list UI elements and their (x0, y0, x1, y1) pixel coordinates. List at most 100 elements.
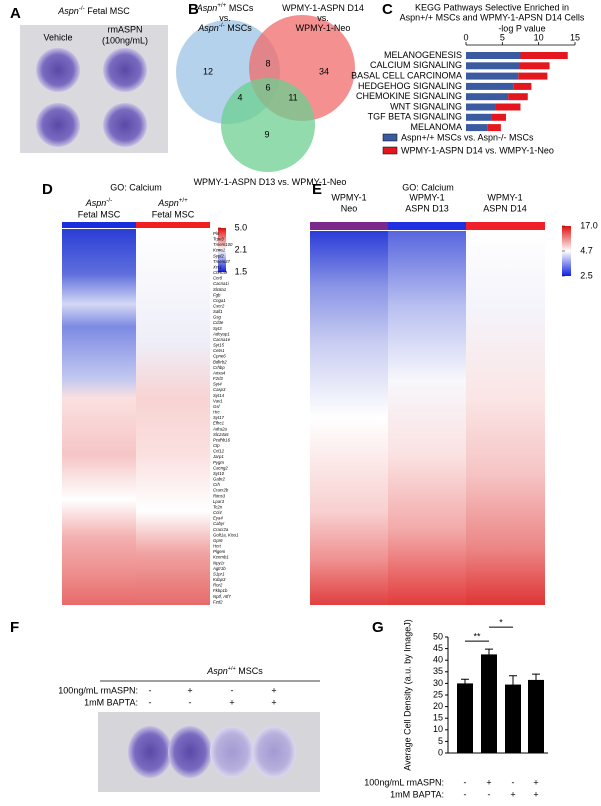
category-label: TGF BETA SIGNALING (368, 112, 462, 122)
column-header: Neo (341, 203, 358, 213)
gene-label: Lpar3 (213, 499, 225, 504)
category-label: CALCIUM SIGNALING (370, 60, 462, 70)
venn-set-label: WPMY-1-ASPN D13 vs. WPMY-1-Neo (194, 177, 347, 187)
text-part: Aspn (85, 198, 107, 208)
x-tick-label: 10 (534, 32, 544, 42)
bar (466, 62, 520, 70)
venn-set-label: vs. (317, 13, 329, 23)
heatmap-cells (310, 231, 388, 605)
text-part: Aspn (196, 3, 218, 13)
y-tick-label: 30 (433, 678, 443, 688)
condition-sign: - (464, 789, 467, 799)
bar (466, 52, 521, 59)
well (252, 726, 296, 778)
category-label: HEDGEHOG SIGNALING (358, 81, 462, 91)
bar (508, 93, 528, 101)
gene-label: Pln (213, 231, 220, 236)
error-bar (532, 673, 540, 687)
bar (505, 684, 521, 753)
bar (466, 82, 514, 90)
venn-set-label: vs. (219, 13, 231, 23)
venn-set-label: WPMY-1-Neo (296, 23, 351, 33)
column-header: ASPN D14 (483, 203, 527, 213)
error-bar (485, 648, 493, 661)
text-part: -/- (79, 5, 85, 12)
gene-label: Hcrt (213, 544, 222, 549)
gene-label: Hrc (213, 410, 221, 415)
text-part: Aspn (57, 6, 79, 16)
y-tick-label: 40 (433, 655, 443, 665)
bar (491, 113, 506, 121)
condition-sign: - (512, 777, 515, 787)
gene-label: Vav1 (213, 398, 223, 403)
colorbar (562, 226, 571, 276)
condition-sign: + (486, 777, 491, 787)
colorbar-label: 17.0 (580, 220, 598, 230)
colorbar-label: 5.0 (235, 222, 248, 232)
colorbar-label: 1.5 (235, 266, 248, 276)
column-header: Fetal MSC (78, 209, 121, 219)
gene-label: Jarp1 (212, 454, 224, 459)
category-label: WNT SIGNALING (390, 101, 462, 111)
condition-sign: + (533, 789, 538, 799)
condition-sign: + (187, 685, 192, 695)
gene-label: Ror2 (213, 583, 223, 588)
condition-label: 1mM BAPTA: (84, 697, 138, 707)
text-part: MSCs (226, 3, 254, 13)
bar (528, 679, 544, 753)
text-part: MSCs (225, 23, 253, 33)
column-header: Aspn-/- (85, 197, 112, 208)
venn-count: 11 (288, 92, 297, 102)
text-part: +/+ (179, 197, 188, 204)
gene-label: Ccl12 (213, 449, 225, 454)
heatmap-cells (136, 229, 210, 605)
condition-label: 100ng/mL rmASPN: (364, 777, 444, 787)
well (103, 103, 147, 147)
text-part: Aspn (206, 666, 228, 676)
gene-label: Gsg (213, 315, 221, 320)
error-bar (461, 678, 469, 689)
gene-label: Cabyr (213, 521, 225, 526)
condition-sign: + (271, 685, 276, 695)
gene-label: Adcyap1 (212, 331, 230, 336)
condition-sign: + (533, 777, 538, 787)
gene-label: Gpr6 (213, 538, 223, 543)
bar (495, 103, 521, 111)
panel-label: B (188, 1, 199, 18)
column-header: WPMY-1 (331, 192, 366, 202)
condition-label: 1mM BAPTA: (390, 789, 444, 799)
gene-label: Cetn1 (213, 348, 225, 353)
bar (513, 82, 532, 90)
text-part: WPMY-1-Neo (296, 23, 351, 33)
legend-label: Aspn+/+ MSCs vs. Aspn-/- MSCs (401, 132, 534, 142)
y-tick-label: 5 (438, 736, 443, 746)
gene-label: Xcr1 (212, 264, 222, 269)
plate-label: (100ng/mL) (102, 35, 148, 45)
gene-label: Cacna1i (213, 281, 230, 286)
panel-label: A (10, 5, 21, 22)
column-header: WPMY-1 (409, 192, 444, 202)
text-part: -/- (106, 197, 112, 204)
gene-label: Pygm (213, 460, 224, 465)
venn-set-label: Aspn+/+ MSCs (196, 2, 254, 13)
venn-count: 34 (319, 66, 329, 76)
bar (466, 72, 519, 80)
significance-label: * (499, 617, 503, 627)
gene-label: Slc8a1 (213, 287, 227, 292)
gene-label: Gabr2 (213, 477, 226, 482)
gene-label: Cracr2a (213, 527, 229, 532)
gene-label: S1pr1 (213, 571, 225, 576)
heatmap-cells (62, 229, 136, 605)
gene-label: Kcnmb1 (213, 555, 229, 560)
plate-label: Vehicle (43, 32, 72, 42)
well (103, 48, 147, 92)
text-part: Aspn (157, 198, 179, 208)
gene-label: Cd3e (213, 320, 224, 325)
text-part: MSCs (236, 666, 264, 676)
y-tick-label: 20 (433, 701, 443, 711)
text-part: -/- (219, 22, 225, 29)
gene-label: Cxcr2 (213, 303, 225, 308)
well (36, 103, 80, 147)
panel-label: E (312, 181, 322, 198)
